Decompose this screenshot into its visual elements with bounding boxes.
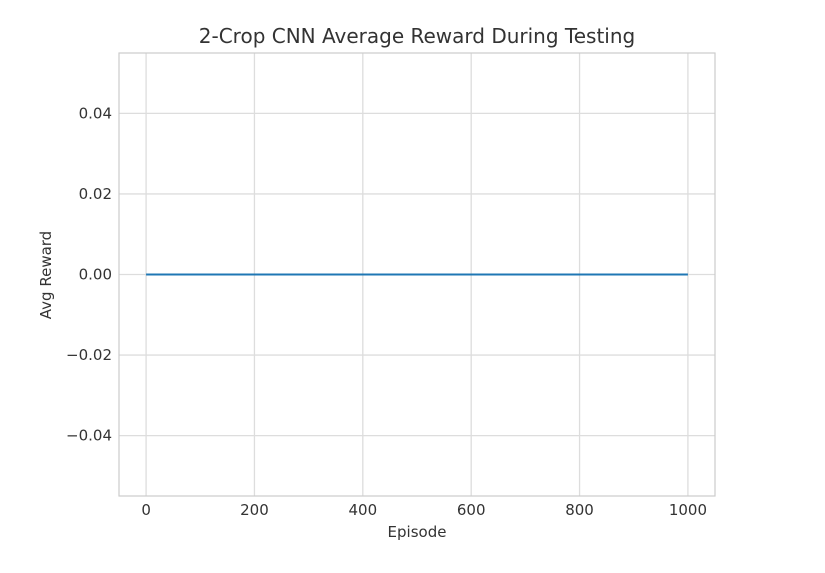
- x-tick-labels: 0 200 400 600 800 1000: [141, 501, 707, 519]
- y-tick-label: −0.02: [66, 346, 112, 364]
- y-tick-labels: 0.04 0.02 0.00 −0.02 −0.04: [66, 104, 112, 444]
- x-tick-label: 400: [348, 501, 377, 519]
- plot-frame: [118, 52, 716, 497]
- y-tick-label: 0.00: [79, 266, 112, 284]
- chart-title: 2-Crop CNN Average Reward During Testing: [199, 24, 635, 48]
- x-tick-label: 200: [240, 501, 269, 519]
- y-tick-label: 0.02: [79, 185, 112, 203]
- y-tick-label: −0.04: [66, 427, 112, 445]
- x-axis-title: Episode: [388, 523, 447, 541]
- x-tick-label: 800: [565, 501, 594, 519]
- x-tick-label: 0: [141, 501, 151, 519]
- y-tick-label: 0.04: [79, 104, 112, 122]
- x-tick-label: 600: [457, 501, 486, 519]
- y-axis-title: Avg Reward: [37, 231, 55, 319]
- x-tick-label: 1000: [669, 501, 707, 519]
